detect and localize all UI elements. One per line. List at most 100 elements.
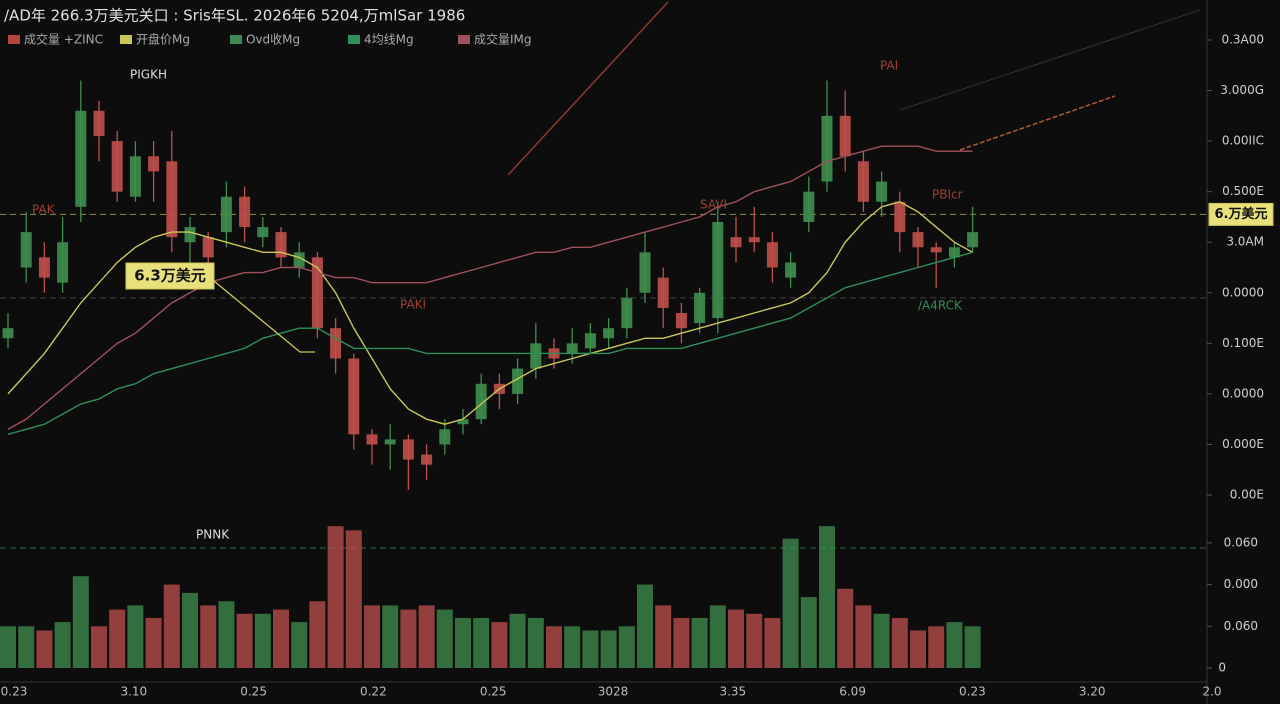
volume-bar xyxy=(364,605,380,668)
volume-bar xyxy=(600,630,617,668)
x-tick-label: 3.35 xyxy=(719,685,746,699)
candle-body xyxy=(457,419,469,425)
volume-bar xyxy=(491,622,508,668)
volume-tick-label: 0.000 xyxy=(1224,577,1258,591)
volume-bar xyxy=(254,613,271,668)
annotation: SAVI xyxy=(700,198,727,212)
x-tick-label: 0.23 xyxy=(959,685,986,699)
volume-bar xyxy=(800,597,817,668)
legend-swatch xyxy=(458,35,470,44)
volume-bar xyxy=(509,613,526,668)
candle-body xyxy=(748,237,760,243)
volume-bar xyxy=(182,592,198,668)
volume-bar xyxy=(819,526,835,668)
volume-bar xyxy=(618,626,635,668)
candle-body xyxy=(657,277,669,308)
volume-bar xyxy=(946,622,963,668)
volume-bar xyxy=(782,538,799,668)
candle-body xyxy=(766,242,778,268)
legend-swatch xyxy=(8,35,20,44)
candle-body xyxy=(57,242,69,283)
y-tick-label: 0.100E xyxy=(1222,336,1264,350)
volume-bar xyxy=(910,630,926,668)
volume-bar xyxy=(291,622,308,668)
volume-tick-label: 0 xyxy=(1218,661,1226,675)
candle-body xyxy=(603,328,615,339)
volume-tick-label: 0.060 xyxy=(1224,619,1258,633)
volume-bar xyxy=(655,605,672,668)
y-tick-label: 0.0000 xyxy=(1222,285,1264,299)
legend-swatch xyxy=(348,35,360,44)
candle-body xyxy=(785,262,797,278)
volume-bar xyxy=(109,609,126,668)
candle-body xyxy=(93,110,105,137)
x-tick-label: 6.09 xyxy=(839,685,866,699)
legend-label: 成交量IMg xyxy=(474,32,532,47)
annotation-arrow xyxy=(213,280,315,353)
annotation: PAK xyxy=(32,203,56,217)
trend-line xyxy=(899,9,1201,111)
ma-line xyxy=(7,251,973,436)
candle-body xyxy=(948,247,960,258)
x-tick-label: 0.23 xyxy=(1,685,28,699)
candle-body xyxy=(930,247,942,253)
volume-bar xyxy=(764,617,781,668)
volume-bar xyxy=(418,605,435,668)
volume-bar xyxy=(91,626,107,668)
x-tick-label: 0.22 xyxy=(360,685,387,699)
volume-bar xyxy=(218,601,235,668)
annotation: PBIcr xyxy=(932,188,963,202)
ma-line xyxy=(7,201,973,425)
y-tick-label: 0.3A00 xyxy=(1221,33,1264,47)
legend-label: 开盘价Mg xyxy=(136,32,190,47)
annotation: PAI xyxy=(880,59,898,73)
volume-bar xyxy=(673,617,690,668)
volume-bar xyxy=(0,626,16,668)
annotation: PIGKH xyxy=(130,68,167,82)
volume-bar xyxy=(327,526,344,668)
candle-body xyxy=(566,343,578,354)
candle-body xyxy=(2,328,14,339)
volume-bar xyxy=(928,626,945,668)
volume-bar xyxy=(891,617,908,668)
legend-swatch xyxy=(120,35,132,44)
y-tick-label: 0.00E xyxy=(1230,488,1264,502)
volume-bar xyxy=(309,601,326,668)
annotation: PAKI xyxy=(400,298,426,312)
chart-title: /AD年 266.3万美元关口 : Sris年SL. 2026年6 5204,万… xyxy=(4,7,465,25)
candle-body xyxy=(803,191,815,222)
volume-bar xyxy=(637,584,653,668)
legend-label: 成交量 +ZINC xyxy=(24,32,103,47)
volume-bar xyxy=(163,584,180,668)
volume-bar xyxy=(709,605,726,668)
y-tick-label: 3.0AM xyxy=(1226,235,1264,249)
volume-bar xyxy=(400,609,417,668)
volume-bar xyxy=(18,626,35,668)
volume-bar xyxy=(564,626,581,668)
candle-body xyxy=(366,434,378,445)
candle-body xyxy=(857,161,869,202)
volume-bar xyxy=(200,605,217,668)
volume-bar xyxy=(36,630,53,668)
candle-body xyxy=(912,232,924,248)
y-tick-label: 3.000G xyxy=(1220,83,1264,97)
x-tick-label: 2.0 xyxy=(1202,685,1221,699)
candle-body xyxy=(111,141,123,192)
x-tick-label: 0.25 xyxy=(480,685,507,699)
candle-body xyxy=(967,232,979,248)
y-tick-label: 0.00IIC xyxy=(1222,134,1264,148)
volume-bar xyxy=(837,588,854,668)
annotation: PNNK xyxy=(196,528,230,542)
candle-body xyxy=(475,383,487,420)
level-label-box xyxy=(1208,202,1274,226)
level-label: 6.万美元 xyxy=(1215,206,1268,222)
volume-bar xyxy=(273,609,289,668)
candle-body xyxy=(694,292,706,324)
legend-label: 4均线Mg xyxy=(364,33,414,47)
candle-body xyxy=(821,115,833,182)
candle-body xyxy=(675,313,687,329)
volume-bar xyxy=(54,622,71,668)
volume-bar xyxy=(72,576,89,668)
